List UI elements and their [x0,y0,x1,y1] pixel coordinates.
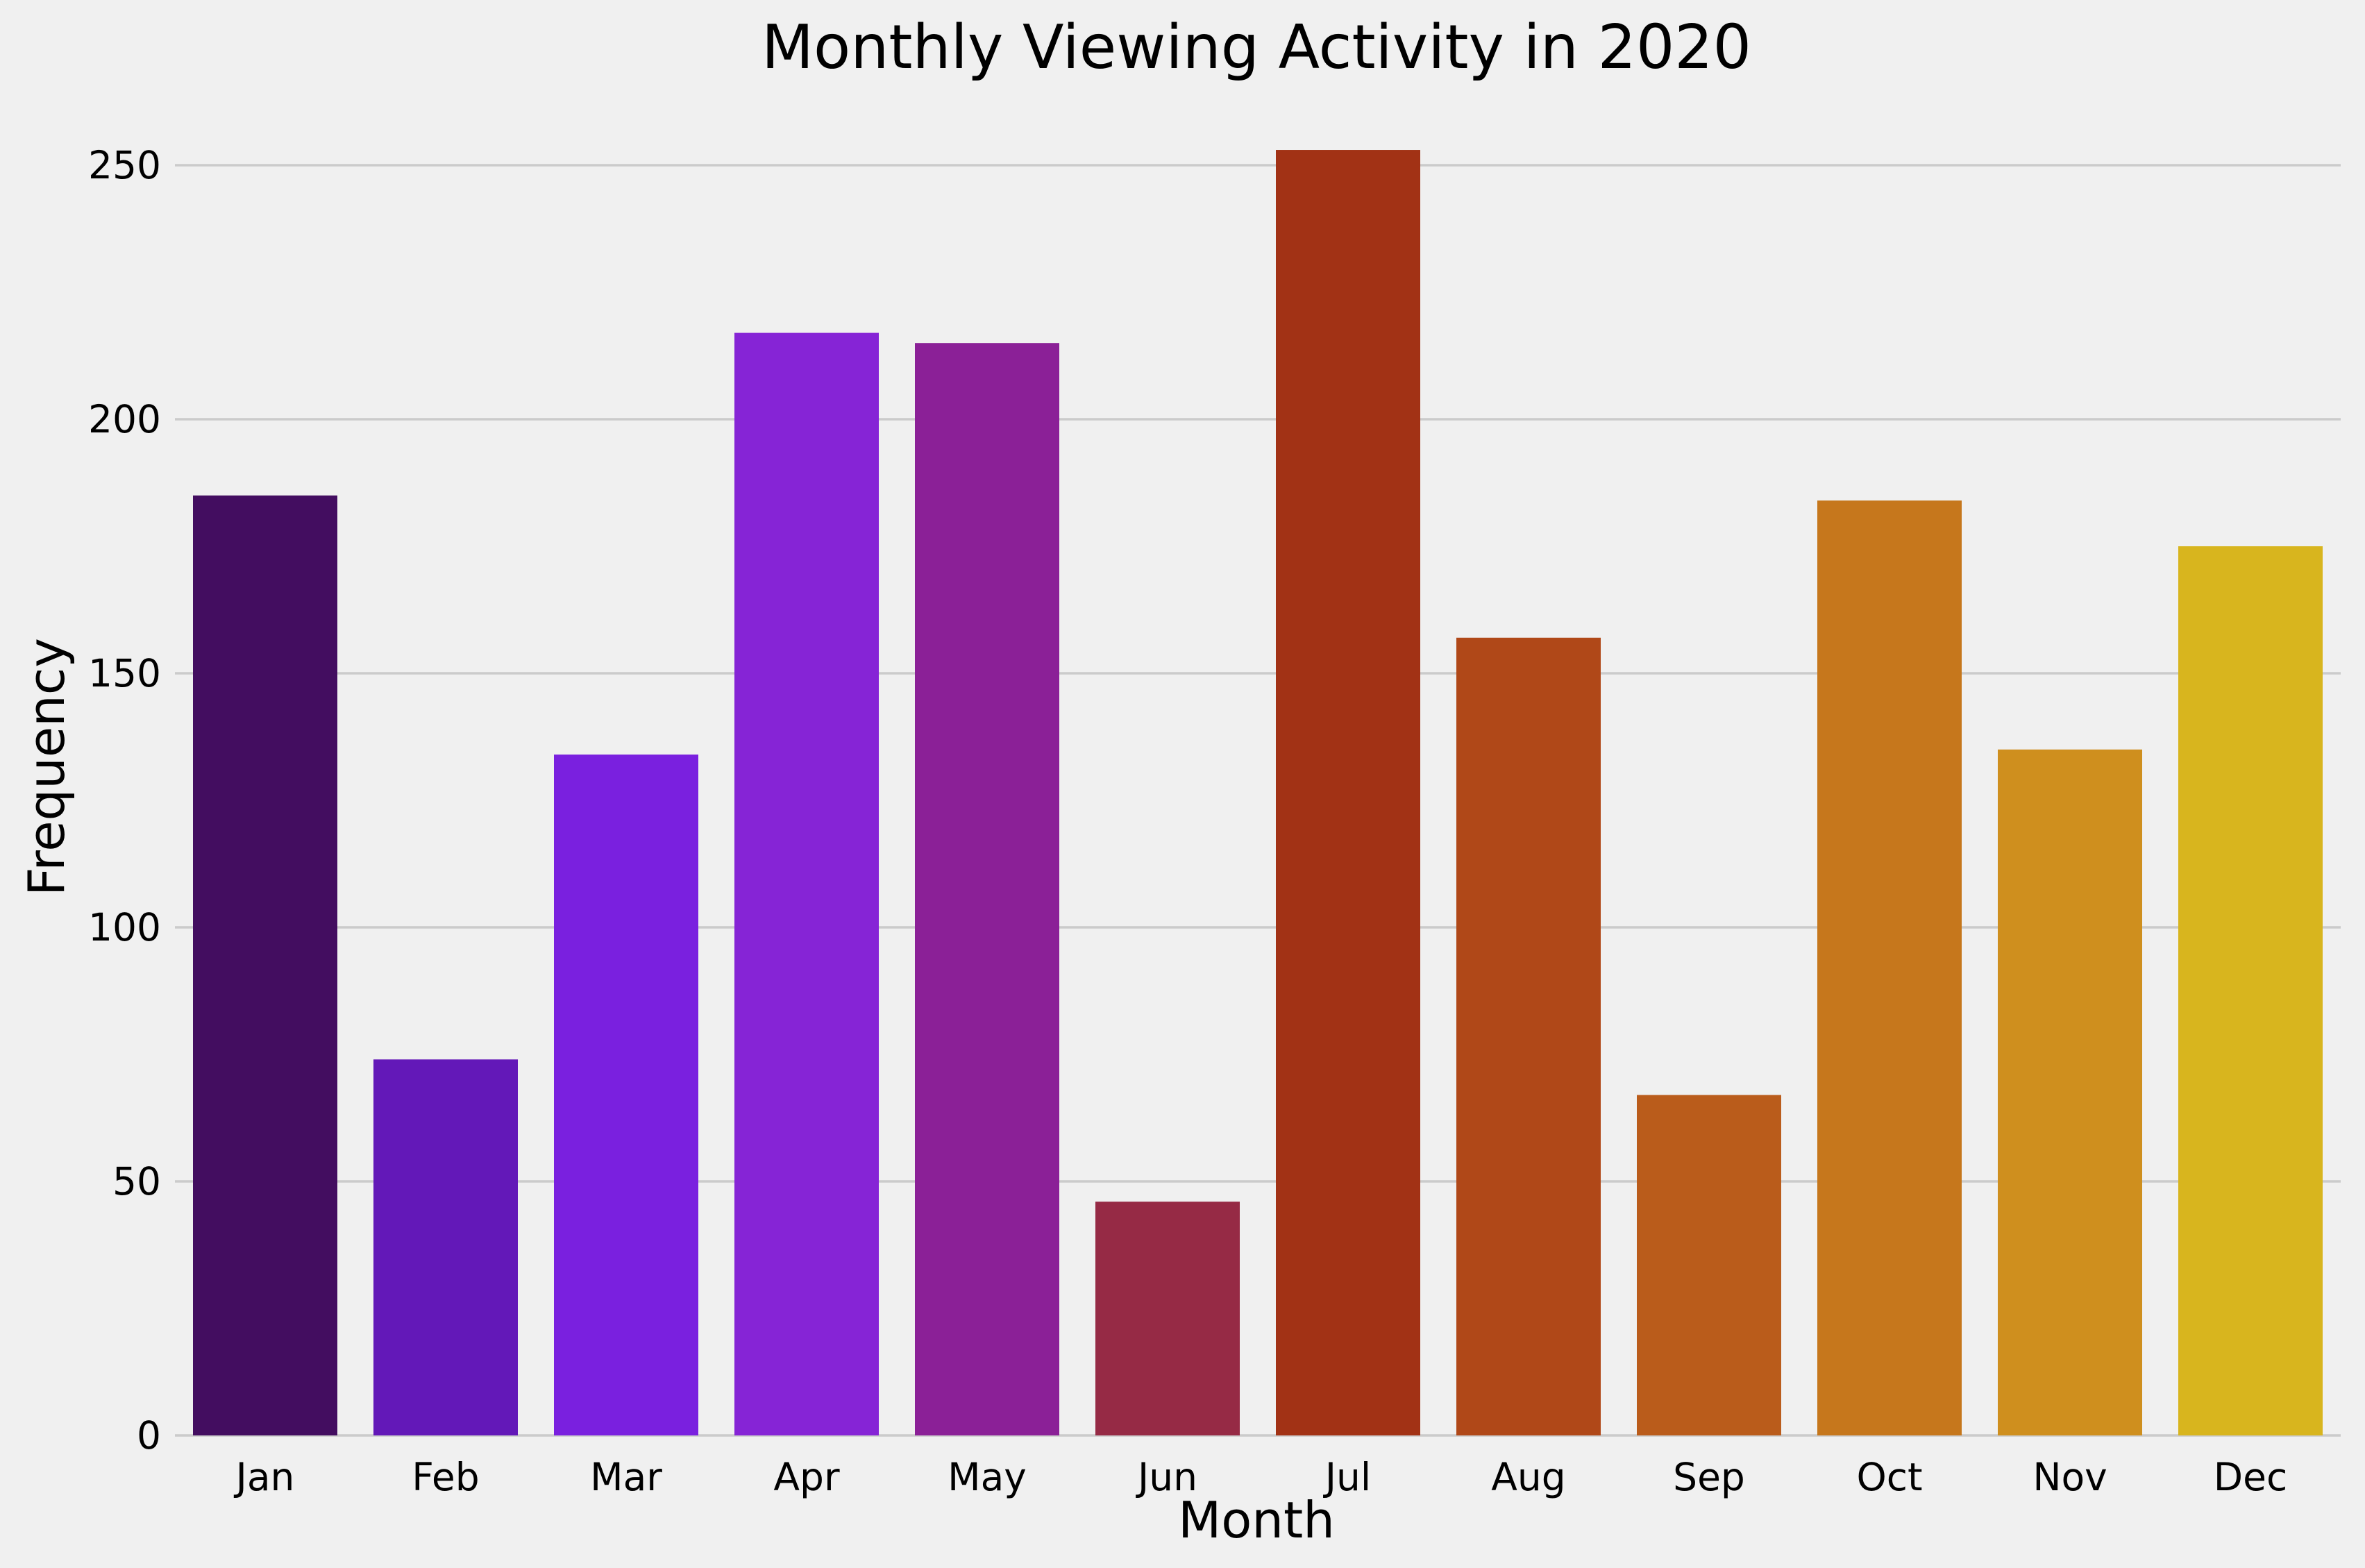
bar-jun [1095,1202,1240,1435]
chart-title: Monthly Viewing Activity in 2020 [761,12,1751,83]
bar-feb [373,1059,518,1435]
bar-apr [734,332,879,1435]
bar-nov [1998,749,2142,1435]
bar-dec [2178,546,2323,1435]
bar-sep [1637,1095,1781,1435]
y-tick-label: 0 [137,1413,161,1458]
x-tick-label: Jun [1136,1455,1197,1499]
x-tick-label: Mar [590,1455,662,1499]
bar-oct [1817,500,1962,1435]
y-axis-label: Frequency [17,638,76,896]
x-tick-label: May [948,1455,1027,1499]
bar-may [915,343,1059,1436]
bar-jan [193,495,337,1435]
x-tick-label: Jan [234,1455,295,1499]
x-tick-label: Dec [2214,1455,2287,1499]
bar-aug [1456,637,1601,1435]
y-tick-labels: 0 50 100 150 200 250 [88,143,161,1458]
x-tick-label: Aug [1491,1455,1565,1499]
y-tick-label: 150 [88,651,161,696]
grid-layer [175,164,2341,1437]
y-tick-label: 200 [88,397,161,441]
x-tick-label: Jul [1323,1455,1371,1499]
y-tick-label: 50 [112,1159,161,1204]
x-tick-label: Nov [2032,1455,2107,1499]
x-tick-label: Apr [773,1455,840,1499]
bars-layer [193,150,2323,1436]
x-axis-label: Month [1178,1491,1335,1549]
y-tick-label: 250 [88,143,161,187]
x-tick-label: Sep [1673,1455,1745,1499]
x-tick-label: Feb [412,1455,479,1499]
x-tick-label: Oct [1856,1455,1922,1499]
y-tick-label: 100 [88,905,161,950]
bar-jul [1276,150,1420,1435]
x-tick-labels: Jan Feb Mar Apr May Jun Jul Aug Sep Oct Nov Dec [234,1455,2288,1499]
bar-mar [554,755,698,1435]
